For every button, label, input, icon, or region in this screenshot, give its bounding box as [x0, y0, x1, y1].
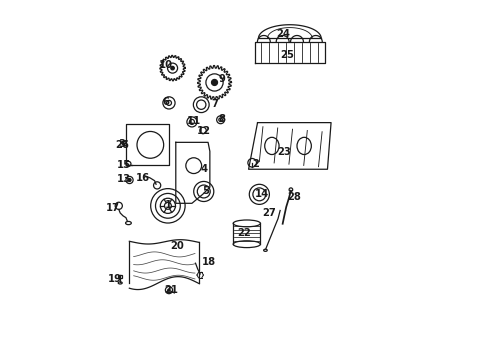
Text: 5: 5	[202, 186, 209, 196]
Circle shape	[128, 179, 131, 181]
Text: 3: 3	[118, 139, 125, 149]
Text: 2: 2	[252, 159, 259, 169]
Text: 17: 17	[106, 203, 120, 213]
Circle shape	[171, 66, 174, 70]
Text: 23: 23	[277, 147, 292, 157]
Circle shape	[212, 80, 218, 85]
Text: 27: 27	[263, 208, 276, 218]
Text: 28: 28	[288, 192, 301, 202]
Text: 9: 9	[218, 74, 225, 84]
Text: 24: 24	[277, 29, 291, 39]
Text: 1: 1	[164, 200, 171, 210]
Text: 14: 14	[255, 189, 270, 199]
Text: 10: 10	[159, 60, 173, 70]
Text: 22: 22	[238, 228, 251, 238]
Circle shape	[168, 289, 170, 291]
Text: 12: 12	[197, 126, 211, 135]
Text: 16: 16	[136, 173, 150, 183]
Text: 4: 4	[200, 164, 207, 174]
Text: 7: 7	[211, 99, 218, 109]
Text: 18: 18	[202, 257, 216, 267]
Text: 20: 20	[170, 241, 184, 251]
Text: 6: 6	[162, 97, 169, 107]
Text: 26: 26	[116, 140, 129, 150]
Text: 19: 19	[108, 274, 122, 284]
Text: 25: 25	[280, 50, 294, 60]
Text: 15: 15	[117, 159, 131, 170]
Text: 8: 8	[218, 114, 225, 124]
Text: 13: 13	[117, 174, 131, 184]
Text: 11: 11	[187, 116, 201, 126]
Text: 21: 21	[165, 285, 178, 296]
